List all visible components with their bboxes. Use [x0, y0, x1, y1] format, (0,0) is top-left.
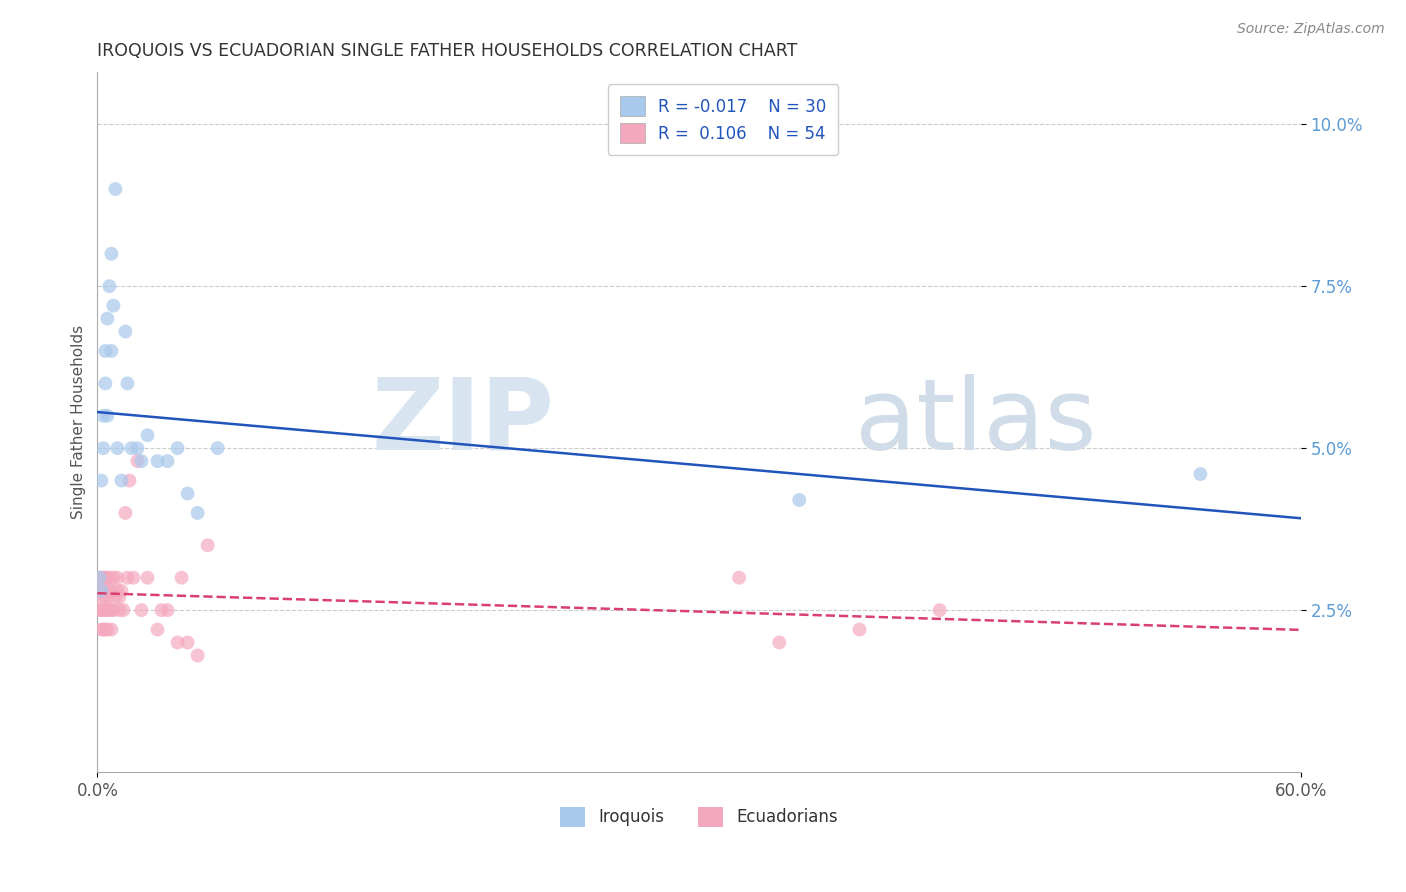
Point: [96, 311, 118, 326]
Point: [98, 583, 121, 598]
Point: [112, 603, 135, 617]
Point: [187, 506, 209, 520]
Point: [94, 571, 117, 585]
Point: [94, 376, 117, 391]
Point: [89, 571, 111, 585]
Point: [131, 454, 153, 468]
Point: [96, 571, 118, 585]
Point: [94, 603, 117, 617]
Point: [108, 603, 131, 617]
Point: [96, 623, 118, 637]
Point: [166, 441, 188, 455]
Point: [94, 623, 117, 637]
Point: [93, 603, 115, 617]
Point: [94, 343, 117, 358]
Point: [93, 571, 115, 585]
Point: [90, 603, 112, 617]
Point: [127, 441, 149, 455]
Point: [96, 590, 118, 604]
Point: [98, 571, 121, 585]
Point: [93, 409, 115, 423]
Point: [146, 623, 169, 637]
Point: [768, 635, 790, 649]
Point: [96, 603, 118, 617]
Point: [100, 623, 122, 637]
Point: [100, 247, 122, 261]
Point: [136, 428, 159, 442]
Point: [104, 182, 127, 196]
Point: [103, 299, 125, 313]
Point: [89, 571, 111, 585]
Point: [187, 648, 209, 663]
Text: atlas: atlas: [855, 374, 1097, 471]
Text: ZIP: ZIP: [371, 374, 554, 471]
Point: [127, 454, 149, 468]
Point: [170, 571, 193, 585]
Point: [90, 583, 112, 598]
Point: [150, 603, 173, 617]
Point: [90, 623, 112, 637]
Point: [117, 571, 139, 585]
Point: [176, 635, 198, 649]
Point: [1189, 467, 1212, 481]
Point: [108, 590, 131, 604]
Point: [120, 441, 142, 455]
Point: [928, 603, 950, 617]
Point: [207, 441, 229, 455]
Point: [136, 571, 159, 585]
Point: [98, 603, 121, 617]
Point: [156, 603, 179, 617]
Point: [103, 603, 125, 617]
Point: [100, 603, 122, 617]
Text: Source: ZipAtlas.com: Source: ZipAtlas.com: [1237, 22, 1385, 37]
Point: [103, 571, 125, 585]
Point: [114, 506, 136, 520]
Point: [90, 590, 112, 604]
Point: [118, 474, 141, 488]
Point: [131, 603, 153, 617]
Point: [197, 538, 219, 552]
Point: [100, 343, 122, 358]
Point: [146, 454, 169, 468]
Point: [104, 590, 127, 604]
Point: [90, 583, 112, 598]
Point: [100, 583, 122, 598]
Point: [89, 603, 111, 617]
Y-axis label: Single Father Households: Single Father Households: [72, 326, 86, 519]
Point: [848, 623, 870, 637]
Point: [110, 583, 132, 598]
Point: [98, 279, 121, 293]
Point: [96, 409, 118, 423]
Point: [122, 571, 145, 585]
Point: [93, 441, 115, 455]
Point: [176, 486, 198, 500]
Point: [166, 635, 188, 649]
Point: [93, 583, 115, 598]
Point: [114, 325, 136, 339]
Point: [89, 583, 111, 598]
Point: [107, 571, 129, 585]
Point: [107, 441, 129, 455]
Point: [787, 493, 810, 508]
Point: [94, 590, 117, 604]
Point: [90, 474, 112, 488]
Point: [110, 474, 132, 488]
Point: [117, 376, 139, 391]
Point: [728, 571, 751, 585]
Point: [90, 571, 112, 585]
Text: IROQUOIS VS ECUADORIAN SINGLE FATHER HOUSEHOLDS CORRELATION CHART: IROQUOIS VS ECUADORIAN SINGLE FATHER HOU…: [97, 42, 797, 60]
Point: [107, 583, 129, 598]
Legend: Iroquois, Ecuadorians: Iroquois, Ecuadorians: [554, 800, 845, 834]
Point: [156, 454, 179, 468]
Point: [93, 623, 115, 637]
